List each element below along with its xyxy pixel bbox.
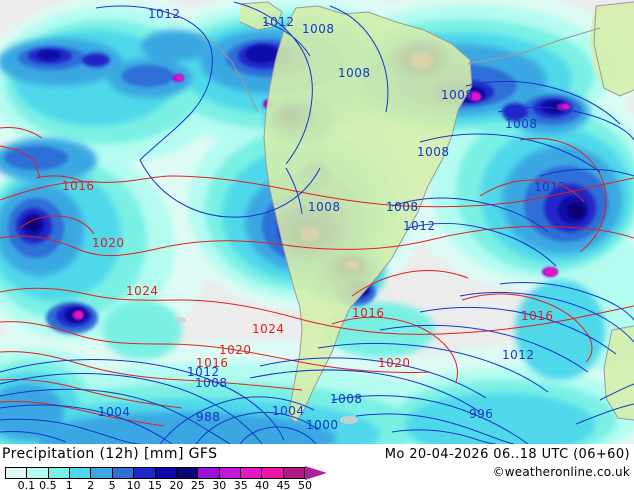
isobar-label: 1024 [252,322,285,336]
legend-swatch [198,468,220,478]
map-canvas: 1016 1020 1024 1024 1020 1016 1016 1020 … [0,0,634,444]
legend-swatch [27,468,49,478]
isobar-label: 1008 [330,392,363,406]
isobar-label: 1016 [521,309,554,323]
precipitation-map[interactable]: 1016 1020 1024 1024 1020 1016 1016 1020 … [0,0,634,444]
isobar-label: 1000 [306,418,339,432]
legend-tick: 40 [255,479,270,490]
legend-swatch [91,468,113,478]
legend-tick: 10 [126,479,141,490]
isobar-label: 1012 [502,348,535,362]
isobar-label: 1008 [417,145,450,159]
isobar-label: 1012 [148,7,181,21]
isobar-label: 1008 [505,117,538,131]
isobar-label: 1020 [378,356,411,370]
legend-swatch [240,468,263,478]
isobar-label: 1016 [196,356,229,370]
legend-tick: 15 [148,479,162,490]
legend-swatch [112,468,135,478]
legend-swatch [155,468,177,478]
isobar-label: 1004 [272,404,305,418]
legend-swatch [134,468,156,478]
coastline-layer [195,1,634,423]
legend-tick: 50 [298,479,312,490]
legend-tick: 20 [169,479,184,490]
legend-swatch [48,468,71,478]
legend-tick: 30 [212,479,227,490]
legend-title: Precipitation (12h) [mm] GFS [2,446,218,462]
isobar-label: 1016 [62,179,95,193]
isobar-label: 996 [469,407,493,421]
legend-tick-labels: 0.1 0.5 1 2 5 10 15 20 25 30 35 40 45 50 [5,479,312,490]
isobar-label: 1008 [441,88,474,102]
legend-swatch [219,468,241,478]
legend-tick: 2 [87,479,95,490]
isobar-label-group-low: 1012 1012 1008 1008 1008 1008 1008 1008 … [98,7,567,432]
isobar-label: 1012 [187,365,220,379]
high-pressure-isobars [0,127,634,427]
isobar-label: 1024 [126,284,159,298]
legend-tick: 0.5 [39,479,57,490]
legend-swatch [283,468,305,478]
legend-swatch [70,468,92,478]
isobar-label: 1012 [262,15,295,29]
isobar-label: 1008 [386,200,419,214]
legend-swatch [176,468,199,478]
isobar-label: 1020 [219,343,252,357]
legend-swatch [6,468,28,478]
legend-tick: 45 [276,479,291,490]
isobar-label: 1012 [534,180,567,194]
forecast-datetime: Mo 20-04-2026 06..18 UTC (06+60) [384,447,630,462]
isobar-label: 1008 [338,66,371,80]
low-pressure-isobars [0,1,634,444]
isobar-label: 1012 [403,219,436,233]
legend-tick: 1 [65,479,73,490]
legend-tick: 25 [190,479,205,490]
legend-tick: 0.1 [17,479,36,490]
isobar-labels: 1016 1020 1024 1024 1020 1016 1016 1020 … [62,7,567,432]
map-footer: Precipitation (12h) [mm] GFS Mo 20-04-20… [0,444,634,490]
isobar-label: 1016 [352,306,385,320]
isobar-label: 1004 [98,405,131,419]
isobar-label-group-high: 1016 1020 1024 1024 1020 1016 1016 1020 … [62,179,554,370]
landmass-layer [174,2,634,424]
color-scale-legend[interactable]: 0.1 0.5 1 2 5 10 15 20 25 30 35 40 45 50 [5,466,327,490]
isobar-label: 1008 [302,22,335,36]
legend-tick: 5 [108,479,116,490]
legend-swatch [262,468,284,478]
isobar-label: 1020 [92,236,125,250]
isobar-label: 1008 [195,376,228,390]
legend-overflow-arrow-icon [305,466,327,480]
legend-swatches [5,467,305,479]
legend-tick: 35 [233,479,248,490]
isobar-label: 1008 [308,200,341,214]
isobar-label: 988 [196,410,220,424]
copyright-notice: ©weatheronline.co.uk [492,465,630,479]
